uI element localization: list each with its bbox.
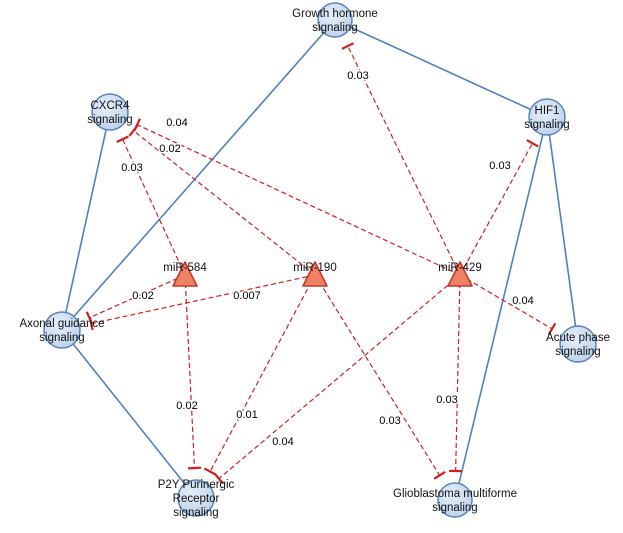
- mirna-edge-mir429-growth-hormone: [347, 45, 461, 276]
- mirna-edge-mir429-hif1: [459, 142, 534, 276]
- pathway-edge-growth-hormone-axonal: [61, 19, 336, 331]
- pathway-node-growth-hormone: [317, 2, 353, 38]
- pathway-node-label-cxcr4: CXCR4: [91, 100, 131, 112]
- mirna-label-mir190: miR-190: [293, 262, 336, 274]
- inhibition-bar-icon-mir429-hif1: [526, 139, 539, 148]
- edge-labels-layer: 0.03 0.02 0.04 0.03 0.03 0.04 0.02 0.007 0.02 0.0…: [120, 69, 535, 450]
- pathway-node-cxcr4: [91, 93, 129, 131]
- inhibition-bar-icon-mir429-cxcr4: [133, 118, 141, 132]
- pathway-node-label-p2y: Receptor: [173, 493, 220, 505]
- pvalue-label-mir429-p2y: 0.04: [272, 436, 293, 448]
- pathway-node-label-hif1: signaling: [524, 119, 569, 131]
- mirna-edge-mir429-p2y: [218, 274, 461, 480]
- mirna-triangle-icon-mir584: [172, 261, 198, 287]
- mirna-edge-mir584-axonal: [89, 274, 186, 319]
- pathway-node-hif1: [528, 98, 566, 136]
- inhibition-bar-icon-mir190-p2y: [203, 467, 217, 476]
- pvalue-label-mir429-hif1: 0.03: [489, 160, 510, 172]
- mirna-edge-mir190-glioblastoma: [314, 274, 441, 476]
- pathway-node-label-acute: Acute phase: [546, 332, 610, 344]
- pathway-node-label-axonal: Axonal guidance: [19, 318, 104, 330]
- pvalue-label-mir584-p2y: 0.02: [176, 400, 197, 412]
- inhibition-bar-icon-mir429-p2y: [213, 472, 224, 485]
- mirna-edge-mir584-p2y: [184, 274, 196, 469]
- pathway-node-label-hif1: HIF1: [535, 105, 560, 117]
- pathway-node-label-glioblastoma: signaling: [432, 502, 477, 514]
- pathway-node-label-growth-hormone: signaling: [312, 22, 357, 34]
- mirna-triangle-icon-mir429: [447, 261, 473, 287]
- pathway-edge-growth-hormone-hif1: [334, 19, 548, 118]
- pvalue-label-mir584-cxcr4: 0.03: [121, 162, 142, 174]
- pathway-node-label-cxcr4: signaling: [87, 114, 132, 126]
- pathway-edge-axonal-p2y: [61, 329, 197, 499]
- pathway-edge-hif1-acute: [546, 116, 579, 345]
- pathway-node-label-acute: signaling: [555, 346, 600, 358]
- pvalue-label-mir429-acute: 0.04: [512, 295, 533, 307]
- pathway-edge-cxcr4-axonal: [61, 111, 111, 331]
- pathway-node-p2y: [177, 479, 215, 517]
- pvalue-label-mir429-growth-hormone: 0.03: [347, 70, 368, 82]
- pathway-node-label-glioblastoma: Glioblastoma multiforme: [393, 488, 517, 500]
- mirna-label-mir584: miR-584: [163, 262, 207, 274]
- mirna-edge-mir429-glioblastoma: [455, 274, 461, 472]
- mirna-edge-mir190-axonal: [91, 274, 316, 325]
- mirna-edge-mir584-cxcr4: [121, 139, 186, 276]
- pathway-node-axonal: [43, 311, 81, 349]
- pvalue-label-mir429-glioblastoma: 0.03: [436, 394, 457, 406]
- pvalue-label-mir584-axonal: 0.02: [132, 290, 153, 302]
- pvalue-label-mir429-cxcr4: 0.04: [166, 117, 187, 129]
- pathway-nodes-layer: Growth hormone signaling CXCR4 signaling HIF…: [19, 2, 610, 519]
- mirna-label-mir429: miR-429: [438, 262, 481, 274]
- pathway-node-label-p2y: signaling: [173, 507, 218, 519]
- mirna-triangle-icon-mir190: [302, 261, 328, 287]
- pathway-node-label-p2y: P2Y Purinergic: [158, 479, 235, 491]
- pathway-edge-hif1-glioblastoma: [454, 116, 548, 501]
- pathway-node-acute: [559, 325, 597, 363]
- mirna-edge-mir429-cxcr4: [136, 124, 461, 276]
- inhibition-bar-icon-mir429-growth-hormone: [341, 42, 355, 50]
- inhibition-bar-icon-mir190-axonal: [88, 317, 94, 331]
- pathway-node-glioblastoma: [437, 482, 473, 518]
- edges-layer: [61, 19, 579, 501]
- mirna-edge-mir190-cxcr4: [133, 130, 316, 276]
- pvalue-label-mir190-axonal: 0.007: [233, 290, 261, 302]
- pvalue-label-mir190-glioblastoma: 0.03: [379, 415, 400, 427]
- inhibition-bar-icon-mir190-glioblastoma: [433, 471, 446, 480]
- mirna-edge-mir190-p2y: [209, 274, 316, 472]
- mirna-nodes-layer: miR-584 miR-190 miR-429: [163, 261, 482, 287]
- inhibition-bar-icon-mir429-acute: [547, 322, 557, 336]
- inhibition-bar-icon-mir584-p2y: [187, 466, 202, 470]
- inhibition-bar-icon-mir584-cxcr4: [116, 135, 129, 143]
- pathway-node-label-axonal: signaling: [39, 332, 84, 344]
- mirna-edge-mir429-acute: [459, 274, 553, 330]
- pvalue-label-mir190-p2y: 0.01: [236, 409, 257, 421]
- pathway-node-label-growth-hormone: Growth hormone: [292, 8, 378, 20]
- pvalue-label-mir190-cxcr4: 0.02: [159, 143, 180, 155]
